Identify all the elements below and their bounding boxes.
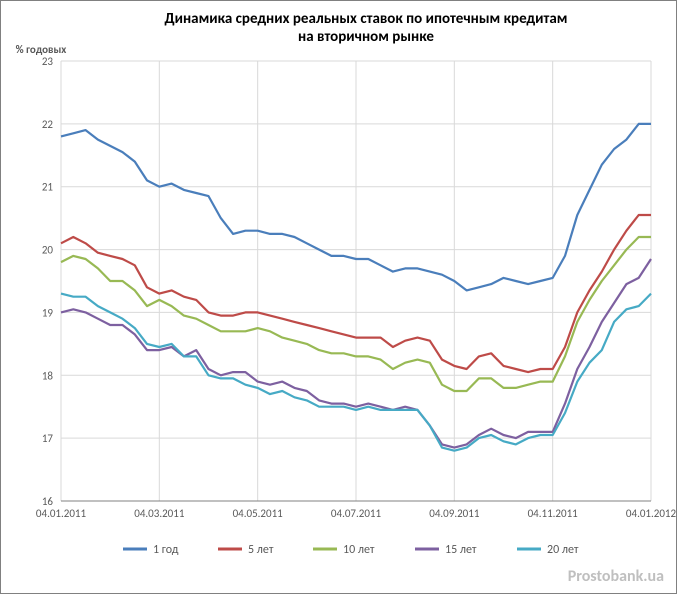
x-tick-label: 04.11.2011 (528, 507, 579, 520)
x-tick-label: 04.01.2011 (36, 507, 87, 520)
x-tick-label: 04.01.2012 (626, 507, 676, 520)
y-tick-label: 17 (42, 432, 54, 445)
y-tick-label: 20 (42, 244, 54, 257)
chart-title: Динамика средних реальных ставок по ипот… (165, 10, 568, 46)
legend-label: 10 лет (343, 543, 375, 557)
x-tick-label: 04.07.2011 (331, 507, 382, 520)
line-chart: Динамика средних реальных ставок по ипот… (1, 1, 676, 593)
watermark: Prostobank.ua (568, 567, 664, 586)
legend-label: 15 лет (445, 543, 477, 557)
legend-label: 1 год (153, 543, 179, 557)
y-tick-label: 18 (42, 369, 54, 382)
x-tick-label: 04.05.2011 (233, 507, 284, 520)
legend-label: 20 лет (547, 543, 579, 557)
y-tick-label: 22 (42, 118, 54, 131)
y-tick-label: 19 (42, 306, 54, 319)
legend-label: 5 лет (248, 543, 274, 557)
x-tick-label: 04.09.2011 (429, 507, 480, 520)
y-tick-label: 21 (42, 181, 54, 194)
y-tick-label: 23 (42, 55, 54, 68)
x-tick-label: 04.03.2011 (134, 507, 185, 520)
chart-container: Динамика средних реальных ставок по ипот… (0, 0, 677, 594)
